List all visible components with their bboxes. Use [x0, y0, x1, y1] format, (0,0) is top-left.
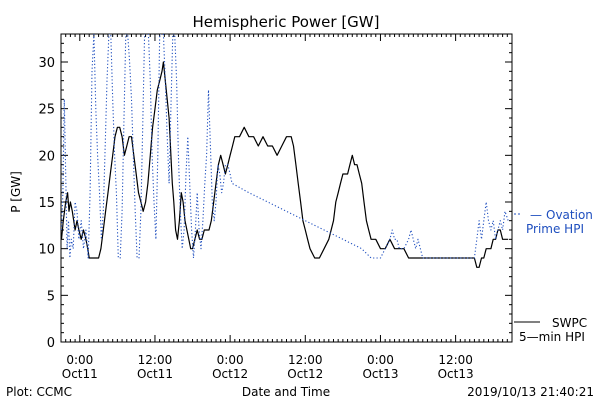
- x-tick-label-date: Oct12: [287, 367, 323, 381]
- x-tick-label-time: 12:00: [288, 353, 323, 367]
- plot-frame: [60, 33, 513, 343]
- x-tick-label-date: Oct13: [362, 367, 398, 381]
- legend-ovation: — Ovation Prime HPI: [514, 208, 593, 236]
- y-tick-label: 25: [38, 103, 55, 118]
- legend-ovation-line1: Ovation: [546, 208, 593, 222]
- legend-swpc-line1: SWPC: [552, 316, 587, 330]
- x-tick-label-date: Oct13: [438, 367, 474, 381]
- legend-ovation-marker: —: [530, 208, 542, 222]
- x-ticks: 0:00Oct1112:00Oct110:00Oct1212:00Oct120:…: [60, 34, 513, 381]
- series-line-ovation-prime: [61, 34, 509, 259]
- y-axis-label: P [GW]: [9, 171, 23, 213]
- y-tick-label: 0: [47, 336, 55, 351]
- y-ticks: 0 5 10 15 20 25 30: [38, 33, 512, 351]
- x-axis-label: Date and Time: [242, 385, 330, 399]
- y-tick-label: 20: [38, 149, 55, 164]
- y-tick-label: 30: [38, 56, 55, 71]
- x-tick-label-time: 12:00: [138, 353, 173, 367]
- y-tick-label: 15: [38, 196, 55, 211]
- x-tick-label-time: 0:00: [367, 353, 394, 367]
- x-tick-label-date: Oct11: [62, 367, 98, 381]
- x-tick-label-date: Oct12: [212, 367, 248, 381]
- series-group: [61, 34, 509, 268]
- chart-title: Hemispheric Power [GW]: [193, 13, 380, 31]
- y-tick-label: 5: [47, 289, 55, 304]
- legend-ovation-line2: Prime HPI: [526, 222, 584, 236]
- x-tick-label-time: 0:00: [217, 353, 244, 367]
- x-tick-label-time: 0:00: [66, 353, 93, 367]
- y-axis-label-text: P [GW]: [9, 171, 23, 213]
- y-tick-label: 10: [38, 243, 55, 258]
- series-line-swpc: [61, 61, 509, 268]
- footer-plot-source: Plot: CCMC: [6, 385, 72, 399]
- x-tick-label-time: 12:00: [438, 353, 473, 367]
- x-tick-label-date: Oct11: [137, 367, 173, 381]
- legend-swpc: SWPC 5—min HPI: [514, 316, 587, 344]
- legend-swpc-line2: 5—min HPI: [519, 330, 585, 344]
- footer-timestamp: 2019/10/13 21:40:21: [467, 385, 594, 399]
